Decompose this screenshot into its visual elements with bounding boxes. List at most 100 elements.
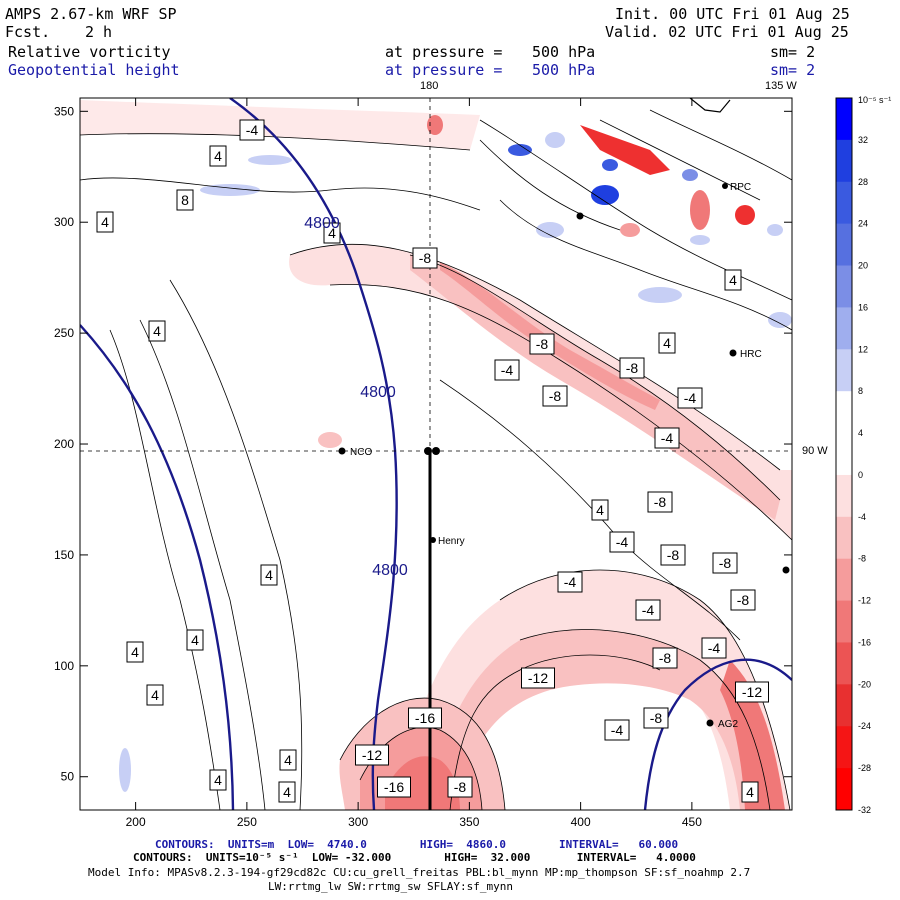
colorbar-label: 20 xyxy=(858,261,868,271)
y-tick-label: 300 xyxy=(54,215,74,229)
height-contour-east xyxy=(643,658,792,810)
contour-label-text: 4 xyxy=(283,784,291,800)
footer-height-contours: CONTOURS: UNITS=m LOW= 4740.0 HIGH= 4860… xyxy=(155,838,679,851)
contour-label-box: 4 xyxy=(591,499,609,521)
colorbar-label: 24 xyxy=(858,219,868,229)
station-ag2-label: AG2 xyxy=(718,719,738,730)
contour-label-box: 4 xyxy=(209,145,227,167)
x-tick-label: 200 xyxy=(126,815,146,829)
contour-label-text: 4 xyxy=(151,687,159,703)
field-height-label: Geopotential height xyxy=(8,61,180,79)
contour-label-box: 4 xyxy=(96,211,114,233)
x-tick-label: 300 xyxy=(348,815,368,829)
x-tick-label: 350 xyxy=(459,815,479,829)
contour-label-text: 4 xyxy=(191,632,199,648)
y-tick-label: 200 xyxy=(54,437,74,451)
contour-label-box: -4 xyxy=(239,119,265,141)
contour-label-box: -4 xyxy=(654,427,680,449)
contour-label-box: -8 xyxy=(660,544,686,566)
contour-label-box: -4 xyxy=(557,571,583,593)
contour-label-box: -8 xyxy=(619,357,645,379)
contour-label-box: -16 xyxy=(377,776,411,798)
height-contour-west xyxy=(80,324,235,810)
contour-label-text: -8 xyxy=(650,710,663,726)
colorbar-label: 32 xyxy=(858,135,868,145)
station-ne-dot xyxy=(576,212,584,220)
height-contour-label: 4800 xyxy=(304,215,340,232)
height-contour-4800 xyxy=(229,98,398,810)
contour-label-box: -12 xyxy=(355,744,389,766)
contour-label-box: 4 xyxy=(148,320,166,342)
lat-90w-label: 90 W xyxy=(802,445,828,457)
pressure-label-1: at pressure = xyxy=(385,43,503,61)
coastline xyxy=(689,98,731,113)
colorbar-swatch xyxy=(836,768,852,811)
contour-label-box: -12 xyxy=(735,681,769,703)
contour-label-box: 4 xyxy=(724,269,742,291)
contour-label-text: -4 xyxy=(616,534,629,550)
colorbar-swatch xyxy=(836,98,852,141)
contour-label-box: -4 xyxy=(677,387,703,409)
forecast-hours: 2 h xyxy=(85,23,113,41)
contour-labels: -4 4 4 8 4 4 4 4 4 4 4 4 4 -8 -8 -4 -8 -8 -4 -4 4 -8 4 4 -4 -8 -4 -… xyxy=(96,119,769,803)
contour-label-box: -8 xyxy=(643,707,669,729)
height-contour-label: 4800 xyxy=(372,562,408,579)
station-rpc-dot xyxy=(722,183,728,189)
contour-label-box: 4 xyxy=(209,769,227,791)
init-time: Init. 00 UTC Fri 01 Aug 25 xyxy=(615,5,850,23)
contour-label-box: -4 xyxy=(494,359,520,381)
footer-model-info: Model Info: MPASv8.2.3-194-gf29cd82c CU:… xyxy=(88,866,751,879)
colorbar-swatch xyxy=(836,558,852,602)
contour-label-text: 4 xyxy=(214,772,222,788)
vorticity-band-neg4-south xyxy=(400,570,790,810)
pole-marker-2 xyxy=(432,447,440,455)
contour-label-text: -4 xyxy=(564,574,577,590)
contour-label-text: 4 xyxy=(265,567,273,583)
colorbar-swatch xyxy=(836,516,852,560)
lon-180-label: 180 xyxy=(420,80,439,92)
colorbar-swatch xyxy=(836,223,852,267)
contour-label-box: 4 xyxy=(741,781,759,803)
station-markers: NCO Henry HRC AG2 RPC xyxy=(338,182,790,730)
colorbar-units: 10⁻⁵ s⁻¹ xyxy=(858,95,892,105)
contour-label-text: 4 xyxy=(729,272,737,288)
contour-label-box: -8 xyxy=(412,247,438,269)
colorbar-label: -24 xyxy=(858,721,871,731)
colorbar-swatch xyxy=(836,600,852,643)
y-tick-label: 50 xyxy=(61,770,75,784)
station-ag2-dot xyxy=(706,719,714,727)
colorbar-swatch xyxy=(836,642,852,685)
colorbar-label: -32 xyxy=(858,805,871,815)
colorbar-swatch xyxy=(836,726,852,769)
station-henry-label: Henry xyxy=(438,536,465,547)
colorbar-label: 8 xyxy=(858,386,863,396)
contour-label-text: 8 xyxy=(181,192,189,208)
axis-ticks: 200 250 300 350 400 450 50 100 150 200 250 300 350 xyxy=(54,98,792,829)
contour-label-text: -16 xyxy=(384,779,404,795)
contour-label-box: 4 xyxy=(260,564,278,586)
contour-label-box: -8 xyxy=(542,385,568,407)
colorbar-swatch xyxy=(836,391,852,434)
pressure-value-2: 500 hPa xyxy=(532,61,596,79)
height-contour-label: 4800 xyxy=(360,384,396,401)
contour-label-box: -4 xyxy=(635,599,661,621)
contour-label-text: 4 xyxy=(101,214,109,230)
y-tick-label: 250 xyxy=(54,326,74,340)
contour-label-box: -8 xyxy=(652,647,678,669)
x-tick-label: 250 xyxy=(237,815,257,829)
colorbar-swatch xyxy=(836,265,852,308)
colorbar-swatch xyxy=(836,307,852,350)
contour-label-text: -16 xyxy=(415,710,435,726)
y-tick-label: 150 xyxy=(54,548,74,562)
colorbar-label: -8 xyxy=(858,554,866,564)
colorbar-swatch xyxy=(836,474,852,518)
station-henry-dot xyxy=(430,537,436,543)
contour-label-text: -8 xyxy=(719,555,732,571)
x-tick-label: 450 xyxy=(682,815,702,829)
contour-label-box: 4 xyxy=(658,332,676,354)
station-hrc-dot xyxy=(729,349,737,357)
contour-label-text: 4 xyxy=(153,323,161,339)
contour-label-box: -8 xyxy=(529,333,555,355)
vorticity-band-neg8-south xyxy=(430,629,770,810)
plot-frame xyxy=(79,97,793,811)
